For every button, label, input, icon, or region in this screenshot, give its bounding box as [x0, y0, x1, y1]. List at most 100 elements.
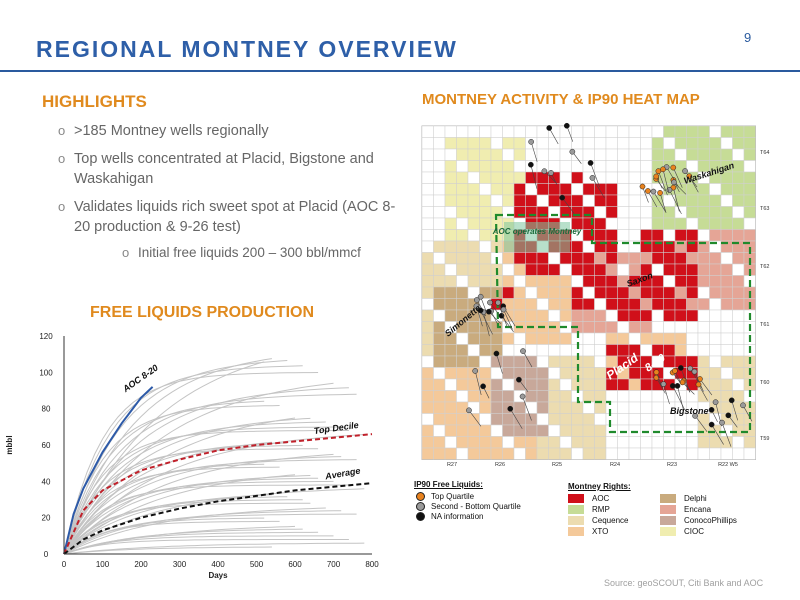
map-cell	[571, 298, 584, 311]
map-cell	[513, 424, 526, 437]
map-cell	[594, 355, 607, 368]
map-cell	[444, 401, 457, 414]
map-cell	[697, 125, 710, 138]
map-cell	[743, 206, 756, 219]
map-cell	[628, 137, 641, 150]
map-cell	[628, 447, 641, 460]
source-note: Source: geoSCOUT, Citi Bank and AOC	[604, 578, 764, 588]
map-cell	[479, 160, 492, 173]
map-cell	[697, 286, 710, 299]
map-cell	[709, 332, 722, 345]
map-cell	[709, 321, 722, 334]
map-cell	[709, 229, 722, 242]
background-well-line	[63, 510, 342, 555]
y-tick-label: 80	[42, 405, 51, 414]
map-cell	[433, 160, 446, 173]
map-cell	[559, 309, 572, 322]
map-cell	[709, 252, 722, 265]
map-cell	[456, 240, 469, 253]
map-cell	[421, 401, 434, 414]
map-cell	[732, 424, 745, 437]
series-line-top-decile	[63, 433, 373, 555]
well-lateral	[694, 371, 704, 392]
map-cell	[513, 286, 526, 299]
map-cell	[605, 206, 618, 219]
well-dot	[487, 299, 493, 306]
map-cell	[732, 206, 745, 219]
ip90-legend-item: NA information	[414, 512, 521, 521]
aoc-lands-boundary	[494, 213, 752, 434]
bullet-1: o >185 Montney wells regionally	[58, 121, 269, 141]
map-cell	[559, 298, 572, 311]
township-label: T60	[760, 380, 769, 386]
y-tick-label: 100	[39, 368, 53, 377]
map-cell	[640, 252, 653, 265]
map-cell	[479, 183, 492, 196]
map-cell	[456, 390, 469, 403]
map-cell	[479, 447, 492, 460]
map-cell	[651, 298, 664, 311]
well-lateral	[694, 415, 708, 433]
map-cell	[594, 413, 607, 426]
map-cell	[582, 194, 595, 207]
well-dot	[679, 379, 686, 386]
map-cell	[697, 344, 710, 357]
well-dot	[495, 299, 501, 306]
map-cell	[617, 436, 630, 449]
map-cell	[628, 332, 641, 345]
page-number: 9	[744, 30, 752, 45]
map-cell	[479, 240, 492, 253]
map-cell	[640, 217, 653, 230]
map-cell	[444, 240, 457, 253]
map-cell	[605, 183, 618, 196]
map-cell	[433, 355, 446, 368]
background-well-line	[63, 542, 365, 555]
well-dot	[589, 175, 596, 181]
map-cell	[433, 125, 446, 138]
well-lateral	[590, 162, 600, 188]
well-lateral	[659, 192, 667, 213]
map-cell	[525, 263, 538, 276]
map-cell	[617, 229, 630, 242]
well-lateral	[497, 302, 508, 327]
well-dot	[650, 188, 657, 195]
rights-legend: Montney Rights: AOC Delphi RMP Encana Cequen…	[568, 482, 770, 536]
map-cell	[525, 424, 538, 437]
map-cell	[582, 390, 595, 403]
map-cell	[559, 367, 572, 380]
map-cell	[479, 275, 492, 288]
background-well-line	[63, 535, 334, 555]
ip90-legend-label: Top Quartile	[431, 492, 475, 501]
rights-legend-item: ConocoPhillips	[660, 516, 770, 525]
map-cell	[709, 183, 722, 196]
map-cell	[456, 275, 469, 288]
map-cell	[594, 217, 607, 230]
background-well-line	[63, 480, 334, 555]
map-cell	[709, 206, 722, 219]
map-cell	[640, 298, 653, 311]
background-well-line	[63, 442, 288, 555]
well-dot	[725, 412, 732, 419]
map-cell	[743, 217, 756, 230]
well-dot	[507, 405, 514, 412]
map-cell	[444, 263, 457, 276]
map-cell	[697, 194, 710, 207]
map-cell	[663, 229, 676, 242]
map-cell	[582, 378, 595, 391]
y-tick-label: 120	[39, 332, 53, 341]
map-cell	[697, 217, 710, 230]
map-cell	[663, 148, 676, 161]
map-cell	[674, 286, 687, 299]
map-cell	[720, 252, 733, 265]
map-cell	[467, 194, 480, 207]
well-dot	[678, 365, 684, 371]
map-cell	[720, 125, 733, 138]
well-dot	[728, 397, 735, 404]
map-cell	[732, 344, 745, 357]
map-cell	[697, 252, 710, 265]
map-cell	[525, 194, 538, 207]
sub-bullet-1: o Initial free liquids 200 – 300 bbl/mmcf	[122, 243, 361, 263]
map-cell	[709, 137, 722, 150]
map-cell	[559, 413, 572, 426]
background-well-line	[63, 475, 311, 555]
